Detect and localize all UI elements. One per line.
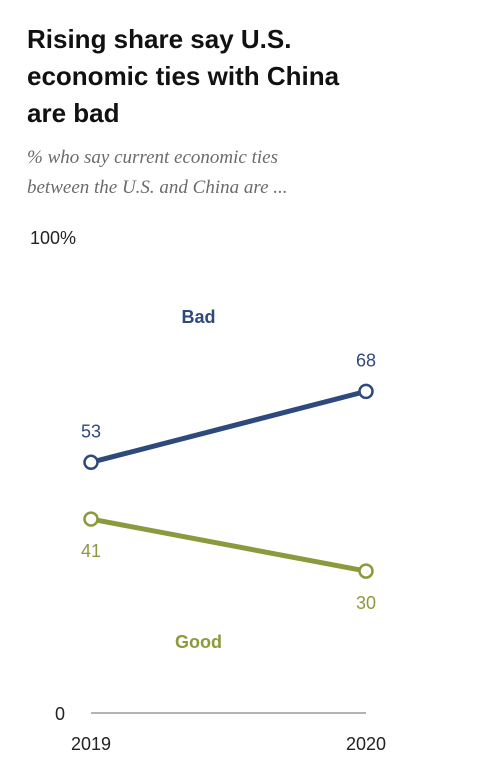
data-point-bad-2020 (358, 383, 374, 400)
data-label-bad-2020: 68 (356, 350, 376, 370)
x-tick-label-2019: 2019 (71, 734, 111, 754)
series-name-good: Good (175, 632, 222, 652)
series-name-bad: Bad (181, 307, 215, 327)
chart-subtitle-line-1: % who say current economic ties (27, 147, 278, 168)
data-point-bad-2019 (83, 454, 99, 471)
data-point-good-2019 (83, 511, 99, 527)
data-label-good-2020: 30 (356, 593, 376, 613)
chart-subtitle-line-2: between the U.S. and China are ... (27, 177, 288, 198)
x-tick-label-2020: 2020 (346, 734, 386, 754)
data-label-bad-2019: 53 (81, 421, 101, 441)
chart-title-line-3: are bad (27, 98, 120, 128)
y-tick-label-top: 100% (30, 228, 76, 248)
y-tick-label-zero: 0 (55, 704, 65, 724)
data-label-good-2019: 41 (81, 541, 101, 561)
series-line-bad (88, 388, 369, 465)
chart-title-line-2: economic ties with China (27, 61, 340, 91)
series-line-good (88, 516, 369, 574)
data-point-good-2020 (358, 563, 374, 579)
chart-title-line-1: Rising share say U.S. (27, 24, 292, 54)
